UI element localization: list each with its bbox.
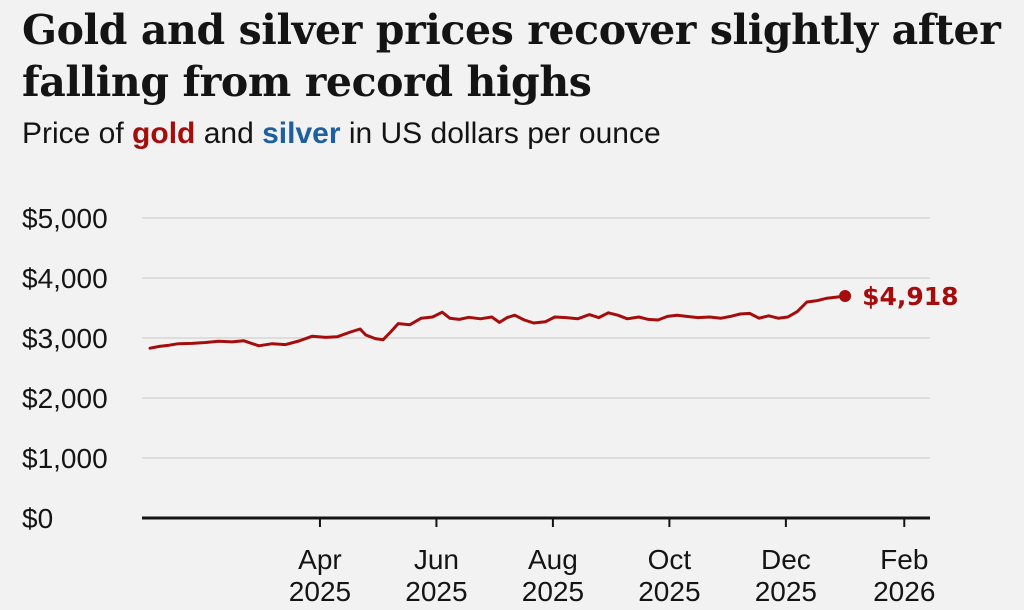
gold-end-point [839, 290, 852, 302]
x-tick-label-feb-2026: Feb 2026 [873, 544, 935, 607]
subtitle-suffix: in US dollars per ounce [340, 117, 661, 150]
y-tick-label-4000: $4,000 [22, 263, 108, 294]
chart-title: Gold and silver prices recover slightly … [22, 6, 1001, 106]
gold-end-label: $4,918 [862, 282, 958, 311]
subtitle-gold-legend: gold [132, 117, 196, 150]
subtitle-connector: and [195, 117, 263, 150]
x-tick-label-apr-2025: Apr 2025 [289, 544, 351, 607]
series-layer: $4,918 [148, 282, 959, 350]
x-tick-label-aug-2025: Aug 2025 [522, 544, 584, 607]
y-tick-label-3000: $3,000 [22, 323, 108, 354]
y-tick-label-0: $0 [22, 503, 53, 534]
x-tick-label-jun-2025: Jun 2025 [405, 544, 467, 607]
subtitle-prefix: Price of [22, 117, 133, 150]
chart-subtitle: Price of gold and silver in US dollars p… [22, 114, 661, 154]
x-tick-label-oct-2025: Oct 2025 [638, 544, 700, 607]
grid-lines [142, 217, 930, 520]
y-tick-label-5000: $5,000 [22, 203, 108, 234]
y-axis-labels: $0 $1,000 $2,000 $3,000 $4,000 $5,000 [22, 203, 108, 534]
subtitle-silver-legend: silver [262, 117, 341, 150]
x-axis-labels: Apr 2025 Jun 2025 Aug 2025 Oct 2025 Dec 2025 Feb 20… [289, 518, 935, 607]
gold-price-line [148, 294, 847, 350]
x-tick-label-dec-2025: Dec 2025 [755, 544, 817, 607]
y-tick-label-2000: $2,000 [22, 383, 108, 414]
y-tick-label-1000: $1,000 [22, 443, 108, 474]
